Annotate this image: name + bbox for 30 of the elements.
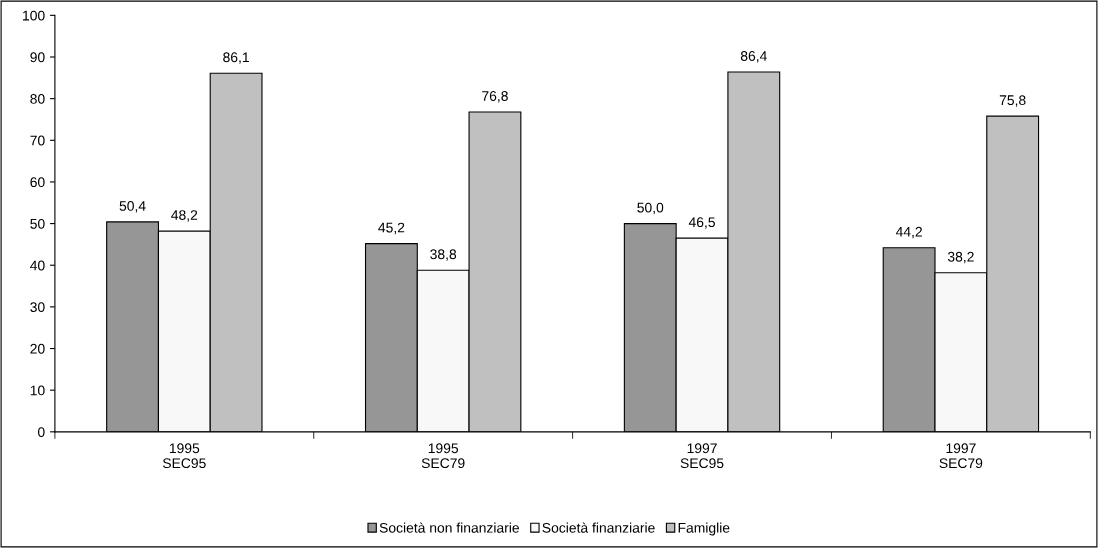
data-label: 50,0: [637, 202, 664, 215]
y-tick-label: 60: [30, 177, 45, 188]
x-tick-label: 1997 SEC95: [680, 443, 724, 469]
y-tick-label: 90: [30, 52, 45, 63]
x-tick-label: 1995 SEC95: [162, 443, 206, 469]
y-tick-label: 10: [30, 385, 45, 396]
x-tick-label: 1997 SEC79: [939, 443, 983, 469]
legend-label: Società non finanziarie: [379, 522, 519, 533]
data-label: 45,2: [378, 222, 405, 235]
y-tick-label: 80: [30, 93, 45, 104]
data-label: 75,8: [999, 95, 1026, 107]
y-tick-label: 50: [30, 218, 45, 229]
data-label: 38,2: [947, 251, 974, 264]
y-tick-label: 100: [23, 10, 45, 21]
data-label: 38,8: [430, 249, 457, 261]
x-tick-label: 1995 SEC79: [421, 443, 465, 469]
data-label: 86,4: [740, 51, 767, 63]
data-label: 46,5: [688, 217, 715, 229]
legend-label: Società finanziarie: [542, 522, 655, 533]
y-tick-label: 20: [30, 343, 45, 354]
y-tick-label: 40: [30, 260, 45, 271]
y-tick-label: 70: [30, 135, 45, 146]
data-label: 44,2: [895, 226, 922, 239]
data-label: 48,2: [171, 210, 198, 222]
data-label: 50,4: [119, 201, 146, 213]
y-tick-label: 0: [38, 427, 45, 437]
y-tick-label: 30: [30, 302, 45, 313]
data-label: 76,8: [482, 91, 508, 103]
data-label: 86,1: [223, 52, 249, 64]
legend-label: Famiglie: [678, 522, 730, 536]
